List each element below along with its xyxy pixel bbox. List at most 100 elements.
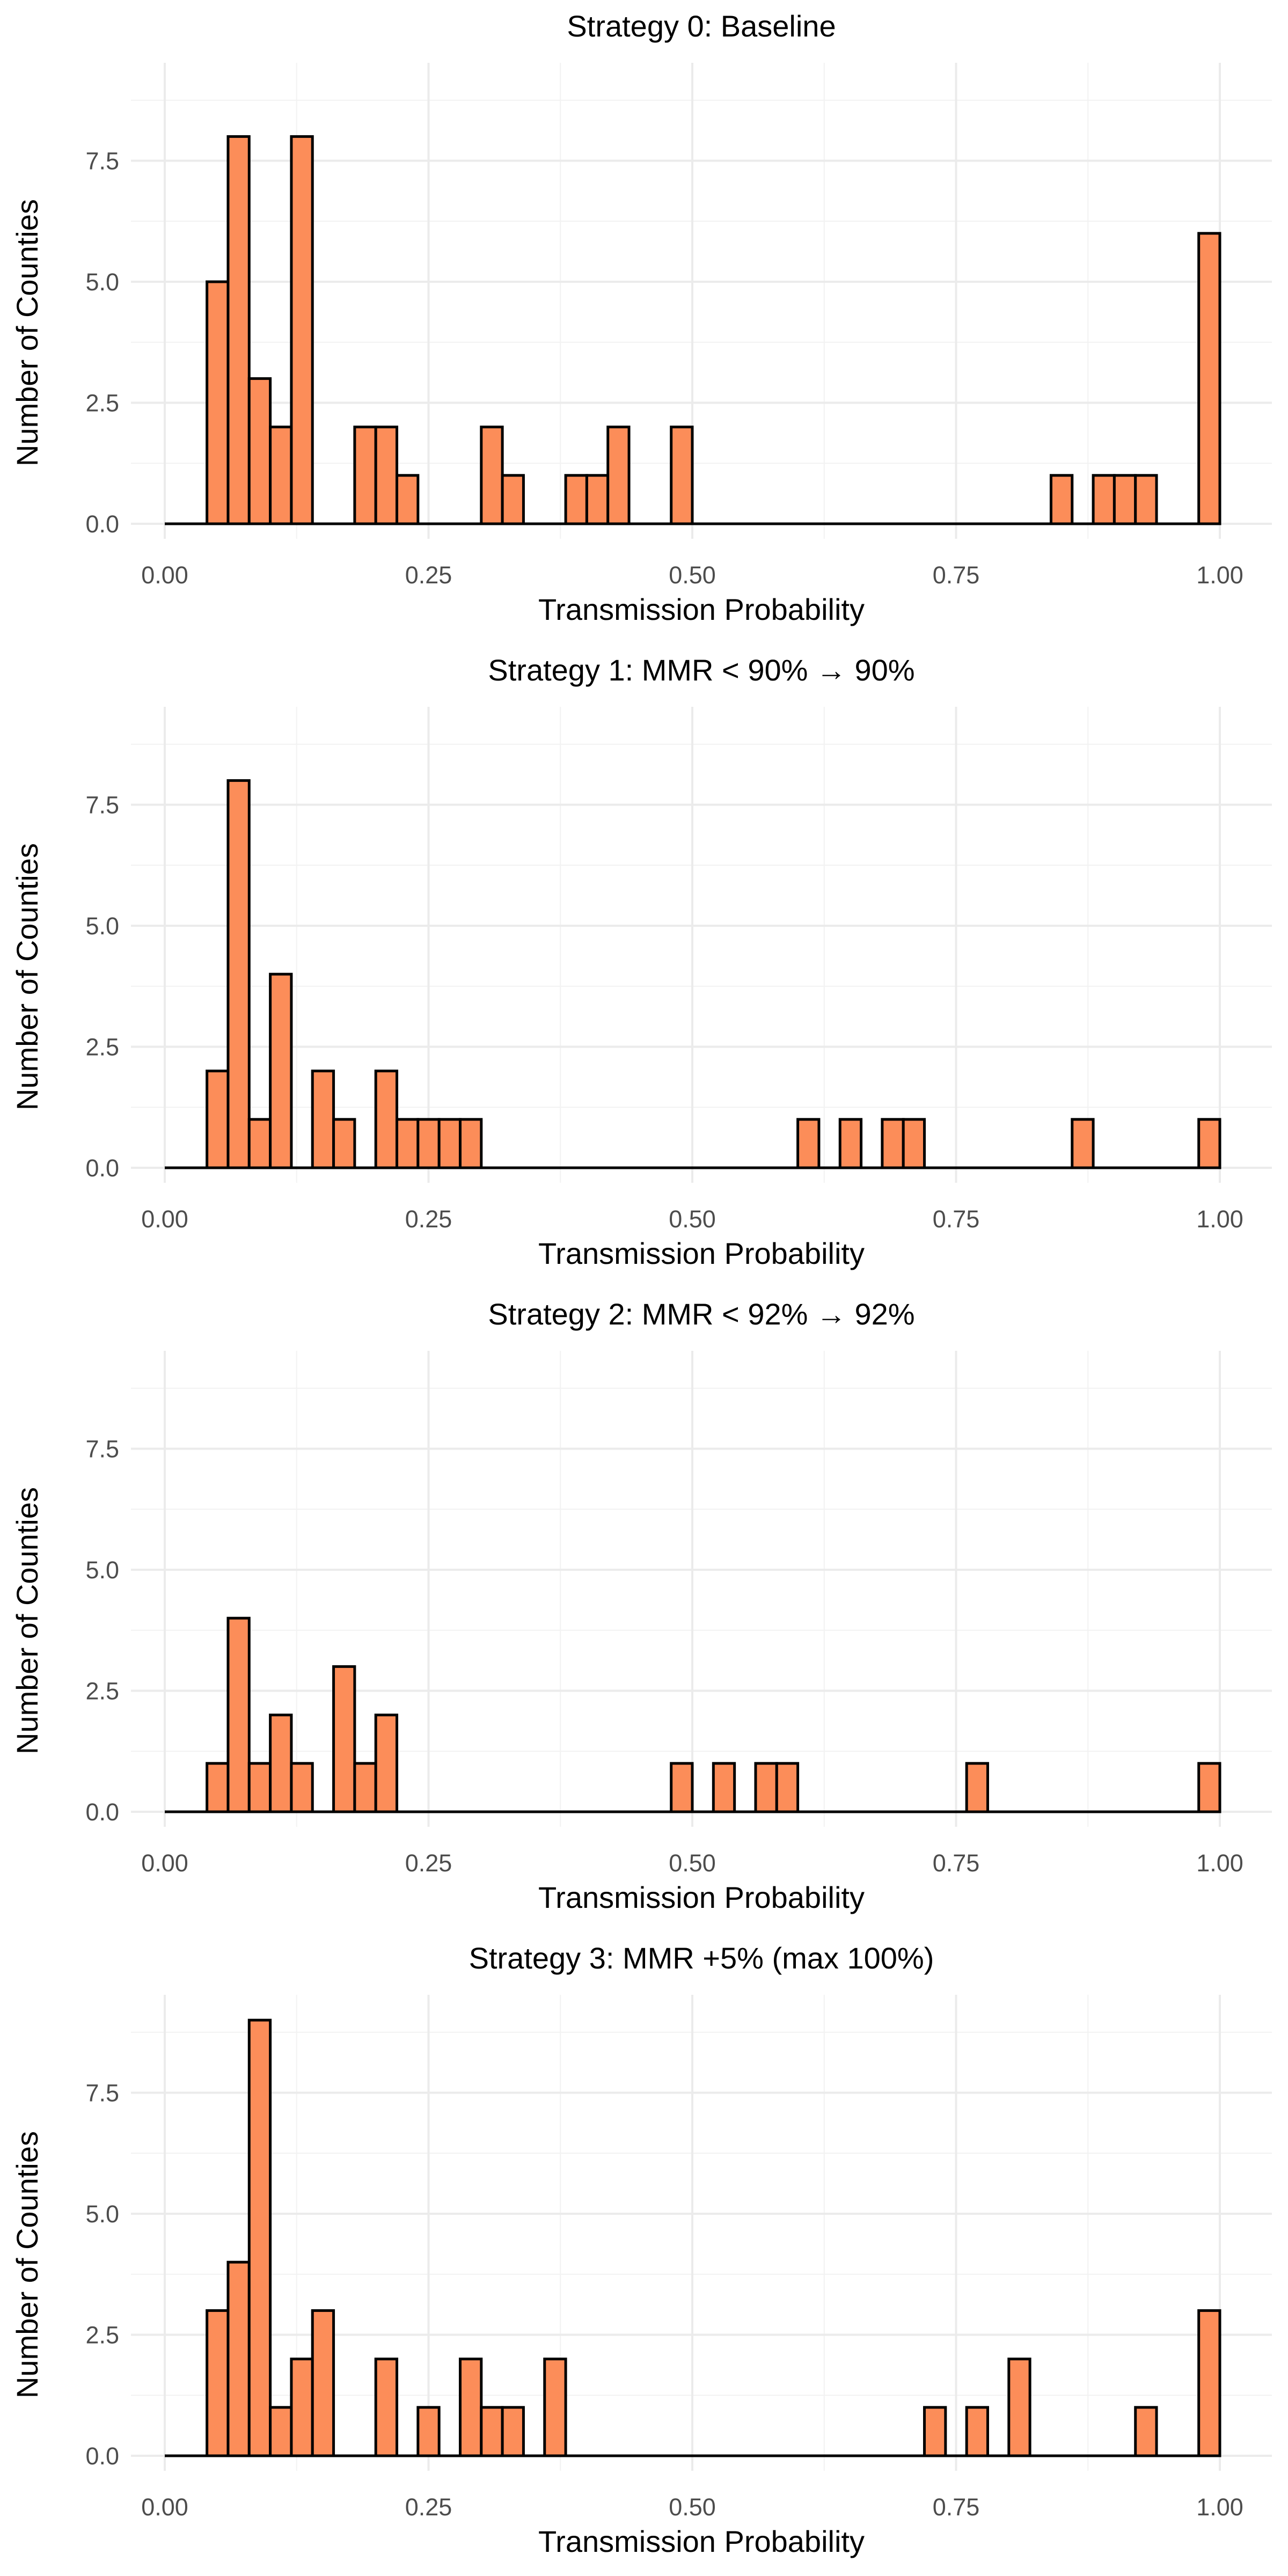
y-tick-label: 0.0	[85, 1154, 119, 1182]
x-axis-label: Transmission Probability	[538, 1880, 865, 1914]
histogram-bar	[1049, 474, 1074, 525]
histogram-bar	[796, 1118, 821, 1169]
histogram-bar	[374, 426, 399, 525]
histogram-bar	[269, 426, 293, 525]
histogram-bar	[396, 474, 420, 525]
chart-title: Strategy 3: MMR +5% (max 100%)	[469, 1941, 934, 1975]
histogram-bar	[374, 2358, 399, 2457]
histogram-bar	[353, 426, 377, 525]
x-tick-label: 0.75	[933, 2493, 980, 2521]
histogram-bar	[965, 2406, 989, 2457]
x-tick-label: 0.00	[141, 561, 188, 589]
y-axis-label: Number of Counties	[10, 199, 44, 466]
histogram-bar	[670, 1762, 694, 1813]
histogram-bar	[226, 135, 251, 525]
x-tick-label: 0.75	[933, 1849, 980, 1877]
histogram-bar	[712, 1762, 736, 1813]
histogram-bar	[458, 2358, 483, 2457]
x-tick-label: 0.50	[669, 1205, 716, 1233]
histogram-bar	[902, 1118, 926, 1169]
histogram-bar	[1092, 474, 1116, 525]
histogram-panel-1: Strategy 1: MMR < 90% → 90% 0.0 2.5 5.0 7.5 0…	[10, 653, 1272, 1270]
histogram-bar	[226, 2260, 251, 2457]
histogram-bar	[206, 2309, 230, 2457]
chart-title: Strategy 1: MMR < 90% → 90%	[488, 653, 914, 687]
histogram-bar	[1197, 232, 1221, 525]
y-tick-label: 0.0	[85, 1798, 119, 1826]
histogram-bar	[374, 1714, 399, 1813]
y-tick-label: 5.0	[85, 2200, 119, 2228]
histogram-bar	[226, 1616, 251, 1813]
y-tick-label: 5.0	[85, 268, 119, 296]
histogram-panel-3: Strategy 3: MMR +5% (max 100%) 0.0 2.5 5.0 7…	[10, 1941, 1272, 2558]
y-axis-label: Number of Counties	[10, 1487, 44, 1754]
histogram-panel-2: Strategy 2: MMR < 92% → 92% 0.0 2.5 5.0 7.5 0…	[10, 1297, 1272, 1914]
histogram-bar	[670, 426, 694, 525]
y-tick-label: 7.5	[85, 2080, 119, 2107]
y-tick-label: 5.0	[85, 912, 119, 940]
histogram-bar	[881, 1118, 905, 1169]
histogram-bar	[1071, 1118, 1095, 1169]
histogram-bar	[1134, 2406, 1158, 2457]
x-tick-label: 1.00	[1196, 2493, 1243, 2521]
x-tick-label: 0.25	[405, 1849, 452, 1877]
y-tick-label: 0.0	[85, 510, 119, 538]
y-tick-label: 2.5	[85, 1034, 119, 1061]
histogram-bar	[564, 474, 588, 525]
histogram-bar	[353, 1762, 377, 1813]
histogram-bar	[269, 972, 293, 1169]
x-tick-label: 1.00	[1196, 561, 1243, 589]
histogram-bar	[311, 1070, 335, 1169]
histogram-bar	[480, 426, 504, 525]
histogram-bar	[1197, 1118, 1221, 1169]
histogram-bar	[206, 1762, 230, 1813]
y-tick-label: 7.5	[85, 148, 119, 175]
histogram-bar	[226, 779, 251, 1169]
x-tick-label: 0.50	[669, 2493, 716, 2521]
histogram-bar	[1134, 474, 1158, 525]
x-tick-label: 0.75	[933, 1205, 980, 1233]
x-tick-label: 1.00	[1196, 1849, 1243, 1877]
histogram-bar	[247, 2018, 272, 2457]
chart-title: Strategy 0: Baseline	[567, 9, 836, 43]
histogram-bar	[290, 2358, 314, 2457]
x-tick-label: 0.75	[933, 561, 980, 589]
x-tick-label: 0.00	[141, 2493, 188, 2521]
histogram-bar	[838, 1118, 863, 1169]
y-tick-label: 0.0	[85, 2442, 119, 2470]
histogram-bar	[437, 1118, 462, 1169]
histogram-bar	[501, 2406, 525, 2457]
y-tick-label: 2.5	[85, 1678, 119, 1705]
x-tick-label: 0.25	[405, 2493, 452, 2521]
x-tick-label: 0.25	[405, 561, 452, 589]
histogram-bar	[269, 1714, 293, 1813]
histogram-bar	[965, 1762, 989, 1813]
histogram-bar	[754, 1762, 778, 1813]
x-axis-label: Transmission Probability	[538, 2524, 865, 2558]
histogram-bar	[247, 1762, 272, 1813]
histogram-bar	[923, 2406, 947, 2457]
histogram-bar	[269, 2406, 293, 2457]
x-tick-label: 1.00	[1196, 1205, 1243, 1233]
y-tick-label: 2.5	[85, 390, 119, 417]
histogram-bar	[775, 1762, 800, 1813]
y-tick-label: 5.0	[85, 1556, 119, 1584]
histogram-panel-0: Strategy 0: Baseline 0.0 2.5 5.0 7.5 0.00 0.25…	[10, 9, 1272, 626]
x-tick-label: 0.25	[405, 1205, 452, 1233]
x-axis-label: Transmission Probability	[538, 1236, 865, 1270]
histogram-bar	[247, 377, 272, 525]
histogram-bar	[290, 1762, 314, 1813]
histogram-bar	[543, 2358, 567, 2457]
x-axis-label: Transmission Probability	[538, 592, 865, 626]
y-tick-label: 7.5	[85, 792, 119, 819]
histogram-bar	[206, 1070, 230, 1169]
histogram-bar	[416, 1118, 441, 1169]
y-axis-label: Number of Counties	[10, 2131, 44, 2398]
x-tick-label: 0.50	[669, 561, 716, 589]
histogram-bar	[311, 2309, 335, 2457]
histogram-bar	[501, 474, 525, 525]
histogram-bar	[606, 426, 631, 525]
histogram-bar	[1007, 2358, 1031, 2457]
histogram-bar	[1197, 1762, 1221, 1813]
